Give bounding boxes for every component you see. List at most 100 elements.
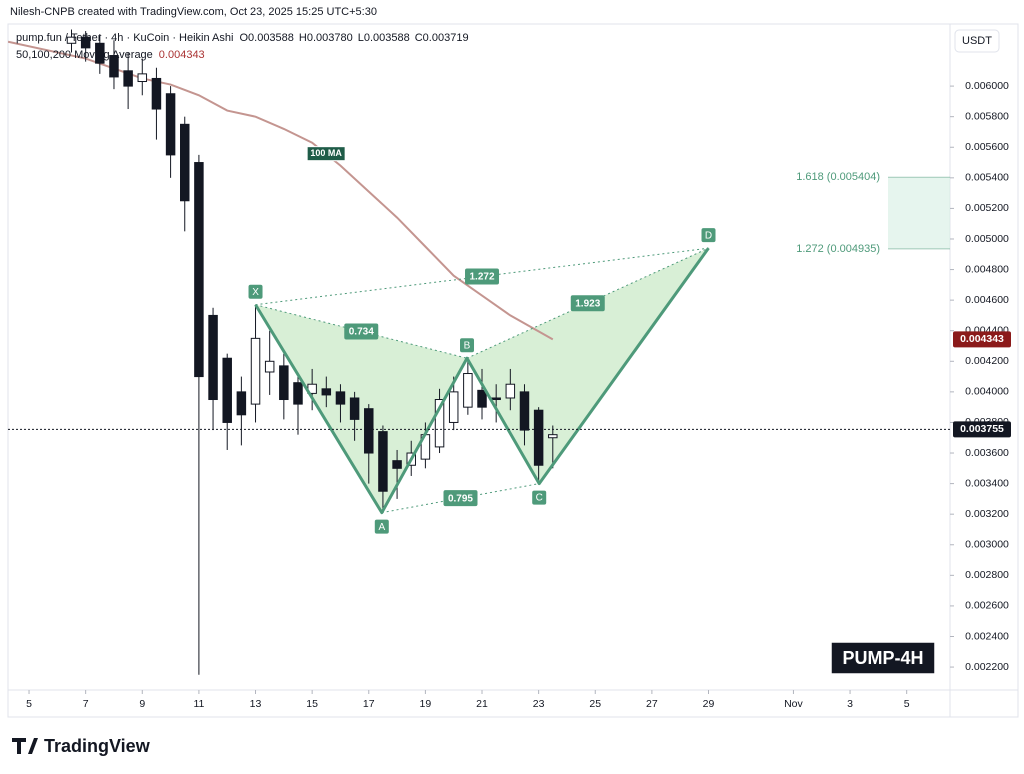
x-tick-label: Nov <box>784 698 803 710</box>
ratio-box <box>570 295 605 312</box>
pattern-point <box>532 490 547 505</box>
pattern-point-label: B <box>464 340 471 351</box>
y-tick-label: 0.003600 <box>965 447 1009 459</box>
pattern-point-label: D <box>705 230 712 241</box>
target-label: 1.272 (0.004935) <box>796 243 880 255</box>
currency-button[interactable] <box>954 29 1000 53</box>
candle-body <box>236 391 247 416</box>
ratio-line <box>255 304 468 359</box>
ohlc-high: H0.003780 <box>299 32 353 44</box>
y-tick-label: 0.004600 <box>965 294 1009 306</box>
symbol: pump.fun / Tether · 4h · KuCoin · Heikin… <box>16 32 469 44</box>
candle-body <box>109 55 119 78</box>
ratio-box <box>465 268 500 285</box>
candle-body <box>364 408 374 454</box>
y-tick-label: 0.003000 <box>965 539 1009 551</box>
candle-body <box>123 70 133 87</box>
ohlc-open: O0.003588 <box>239 32 293 44</box>
ohlc-low: L0.003588 <box>358 32 410 44</box>
credit: Nilesh-CNPB created with TradingView.com… <box>10 6 377 18</box>
candle-body <box>165 93 176 156</box>
logo-text: TradingView <box>44 736 151 756</box>
y-tick-label: 0.002600 <box>965 600 1009 612</box>
pattern-point <box>248 284 263 299</box>
candle-body <box>491 397 501 401</box>
candle-body <box>137 73 148 83</box>
pattern-fill <box>255 304 468 513</box>
y-tick-label: 0.005200 <box>965 202 1009 214</box>
x-tick-label: 25 <box>589 698 601 710</box>
pattern-point-label: C <box>536 493 543 504</box>
candle-body <box>66 36 77 44</box>
badge <box>830 641 936 675</box>
y-tick-label: 0.002200 <box>965 661 1009 673</box>
candle-body <box>448 391 459 423</box>
candle-body <box>349 397 360 420</box>
ratio-box <box>443 490 478 507</box>
x-tick-label: 17 <box>363 698 375 710</box>
x-tick-label: 27 <box>646 698 658 710</box>
x-tick-label: 5 <box>904 698 910 710</box>
currency-label[interactable]: USDT <box>962 35 992 47</box>
target-zone <box>888 177 950 249</box>
candle-body <box>533 409 544 466</box>
ratio-label: 0.795 <box>448 493 473 504</box>
last-price-tag <box>953 421 1011 438</box>
y-tick-label: 0.004200 <box>965 355 1009 367</box>
y-tick-label: 0.002400 <box>965 630 1009 642</box>
y-tick-label: 0.005400 <box>965 172 1009 184</box>
candle-body <box>80 36 91 49</box>
indicator-value: 0.004343 <box>159 49 205 61</box>
x-tick-label: 5 <box>26 698 32 710</box>
candle-body <box>95 42 105 64</box>
plot-area <box>8 29 950 675</box>
pattern-leg <box>254 247 710 515</box>
ratio-label: 1.923 <box>575 298 600 309</box>
pattern-point <box>374 519 389 534</box>
x-tick-label: 15 <box>306 698 318 710</box>
plot <box>8 29 950 675</box>
y-tick-label: 0.004800 <box>965 263 1009 275</box>
ratio-box <box>344 323 379 340</box>
logo: TradingView <box>12 736 151 756</box>
pattern-point-label: X <box>252 287 259 298</box>
x-tick-label: 3 <box>847 698 853 710</box>
ratio-line <box>466 247 709 359</box>
candle-body <box>378 431 388 492</box>
pattern-point-label: A <box>378 522 385 533</box>
candle-body <box>548 434 558 439</box>
symbol-name: pump.fun / Tether · 4h · KuCoin · Heikin… <box>16 32 233 44</box>
x-tick-label: 9 <box>139 698 145 710</box>
candle-body <box>519 391 530 431</box>
candle-body <box>250 337 261 405</box>
x-tick-label: 13 <box>250 698 262 710</box>
candle-body <box>222 357 232 423</box>
logo-mark <box>12 738 38 754</box>
x-tick-label: 23 <box>533 698 545 710</box>
last-price-label: 0.003755 <box>960 423 1004 435</box>
candle-body <box>321 388 332 396</box>
candle-body <box>264 360 275 373</box>
x-tick-label: 29 <box>703 698 715 710</box>
pattern-point <box>701 228 716 243</box>
x-tick-label: 11 <box>193 698 204 710</box>
candle-body <box>279 365 289 401</box>
ma-price-tag <box>953 331 1011 348</box>
candle-body <box>505 383 516 399</box>
target-label: 1.618 (0.005404) <box>796 171 880 183</box>
ohlc-close: C0.003719 <box>415 32 469 44</box>
candle-body <box>180 123 190 202</box>
candle-body <box>293 382 303 405</box>
x-tick-label: 19 <box>420 698 432 710</box>
pattern-fill <box>467 248 709 484</box>
candle-body <box>151 77 162 110</box>
x-tick-label: 7 <box>83 698 89 710</box>
candle-body <box>463 373 473 408</box>
y-tick-label: 0.003200 <box>965 508 1009 520</box>
ma-price-label: 0.004343 <box>960 333 1004 345</box>
y-tick-label: 0.002800 <box>965 569 1009 581</box>
x-tick-label: 21 <box>476 698 488 710</box>
indicator-name: 50,100,200 Moving Average <box>16 49 153 61</box>
candle-body <box>477 389 487 408</box>
